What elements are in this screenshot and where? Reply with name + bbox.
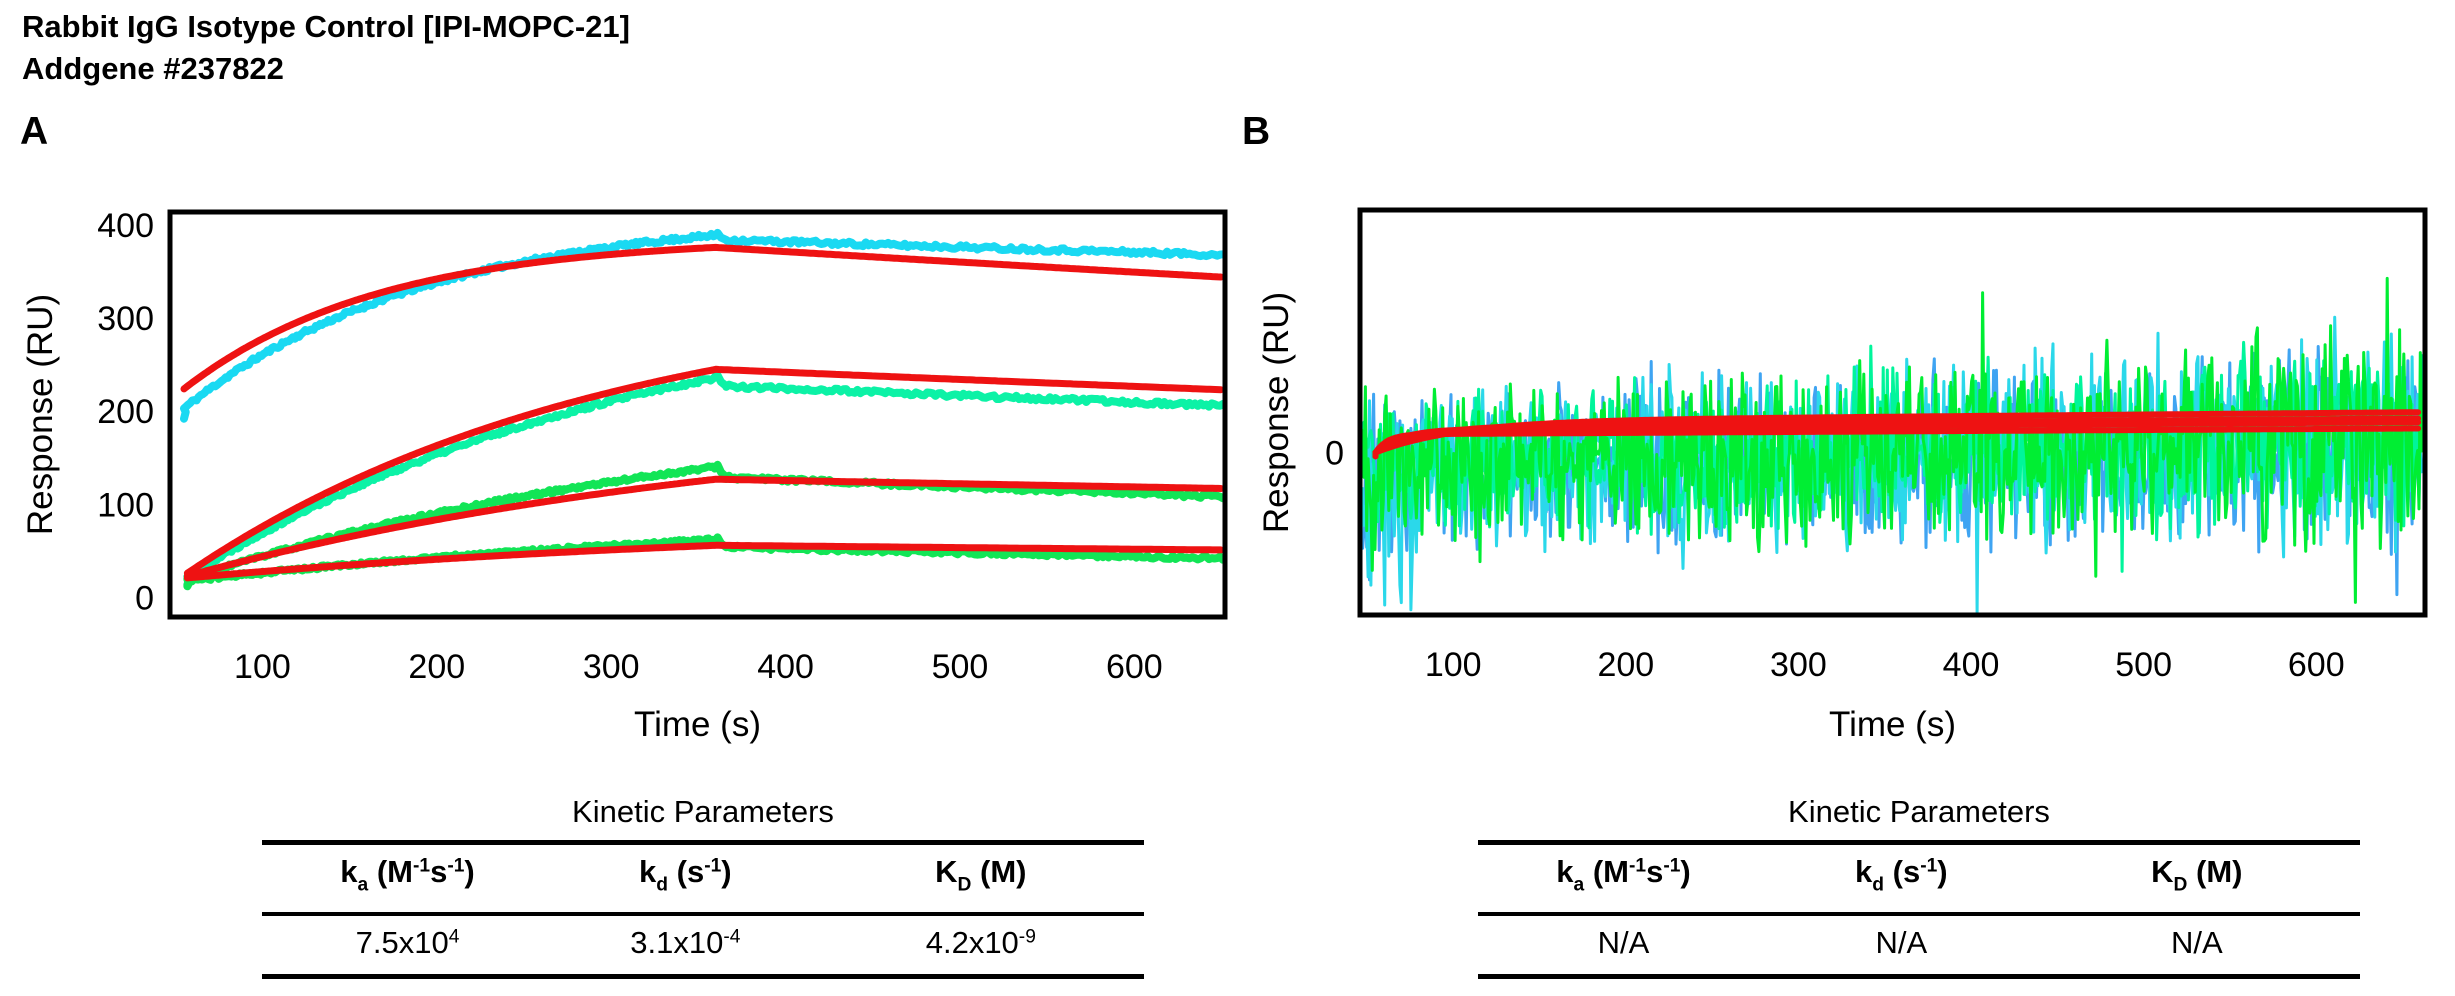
- x-tick-label: 100: [234, 648, 291, 686]
- x-axis-title: Time (s): [1829, 705, 1956, 744]
- panel-a-label: A: [20, 110, 49, 153]
- figure-title-line1: Rabbit IgG Isotype Control [IPI-MOPC-21]: [22, 9, 630, 44]
- fit-b-1: [1372, 425, 2422, 460]
- table-value-cell-2: N/A: [2170, 924, 2223, 960]
- conc-trace-2: [183, 371, 1223, 589]
- fit-1: [180, 243, 1223, 393]
- fit-2: [183, 365, 1223, 577]
- y-tick-label: 200: [97, 393, 154, 431]
- sensorgram-panel-a: 0 100 200 300 400 100 200 300 400 500 600 Time (s) R…: [21, 207, 1228, 744]
- table-header-cell-0: ka (M-1s-1): [1556, 854, 1691, 896]
- table-value-row: N/A N/A N/A: [1478, 916, 2360, 979]
- plot-border: [1357, 207, 2428, 618]
- sensorgram-panel-b: 0 100 200 300 400 500 600 Time (s) Response (RU): [1257, 207, 2428, 744]
- table-title: Kinetic Parameters: [572, 794, 834, 829]
- table-title: Kinetic Parameters: [1788, 794, 2050, 829]
- table-value-cell-0: N/A: [1597, 924, 1650, 960]
- x-tick-label: 500: [932, 648, 989, 686]
- x-tick-label: 300: [1770, 646, 1827, 684]
- x-tick-label: 200: [408, 648, 465, 686]
- y-axis-title: Response (RU): [21, 294, 60, 535]
- table-header-cell-1: kd (s-1): [1855, 854, 1948, 896]
- figure-title-line2: Addgene #237822: [22, 51, 284, 86]
- y-tick-label: 0: [135, 579, 154, 617]
- fit-4: [183, 541, 1223, 582]
- x-tick-label: 400: [1943, 646, 2000, 684]
- table-header-row: ka (M-1s-1) kd (s-1) KD (M): [262, 840, 1144, 916]
- fit-b-4: [1372, 409, 2422, 460]
- x-tick-label: 100: [1425, 646, 1482, 684]
- conc-trace-1: [180, 228, 1223, 423]
- x-tick-label: 300: [583, 648, 640, 686]
- table-value-row: 7.5x104 3.1x10-4 4.2x10-9: [262, 916, 1144, 979]
- table-value-cell-1: N/A: [1875, 924, 1928, 960]
- y-tick-label: 0: [1325, 435, 1344, 473]
- table-header-cell-2: KD (M): [935, 854, 1027, 896]
- table-header-row: ka (M-1s-1) kd (s-1) KD (M): [1478, 840, 2360, 916]
- table-value-cell-0: 7.5x104: [355, 924, 460, 960]
- noise-green: [1362, 276, 2423, 604]
- y-tick-label: 400: [97, 207, 154, 245]
- y-axis-title: Response (RU): [1257, 292, 1296, 533]
- x-tick-label: 500: [2115, 646, 2172, 684]
- fit-3: [183, 475, 1223, 580]
- figure-title: Rabbit IgG Isotype Control [IPI-MOPC-21]…: [22, 6, 630, 90]
- plot-border: [167, 209, 1228, 620]
- kinetic-parameters-table-a: Kinetic Parameters ka (M-1s-1) kd (s-1) KD…: [262, 794, 1144, 979]
- table-header-cell-1: kd (s-1): [639, 854, 732, 896]
- x-axis-title: Time (s): [634, 705, 761, 744]
- y-tick-label: 300: [97, 300, 154, 338]
- x-tick-label: 400: [757, 648, 814, 686]
- x-tick-label: 200: [1597, 646, 1654, 684]
- panel-b-label: B: [1242, 110, 1271, 153]
- table-value-cell-2: 4.2x10-9: [925, 924, 1036, 960]
- table-header-cell-0: ka (M-1s-1): [340, 854, 475, 896]
- y-tick-label: 100: [97, 486, 154, 524]
- kinetic-parameters-table-b: Kinetic Parameters ka (M-1s-1) kd (s-1) KD…: [1478, 794, 2360, 979]
- x-tick-label: 600: [1106, 648, 1163, 686]
- table-header-cell-2: KD (M): [2151, 854, 2243, 896]
- table-value-cell-1: 3.1x10-4: [630, 924, 741, 960]
- x-tick-label: 600: [2288, 646, 2345, 684]
